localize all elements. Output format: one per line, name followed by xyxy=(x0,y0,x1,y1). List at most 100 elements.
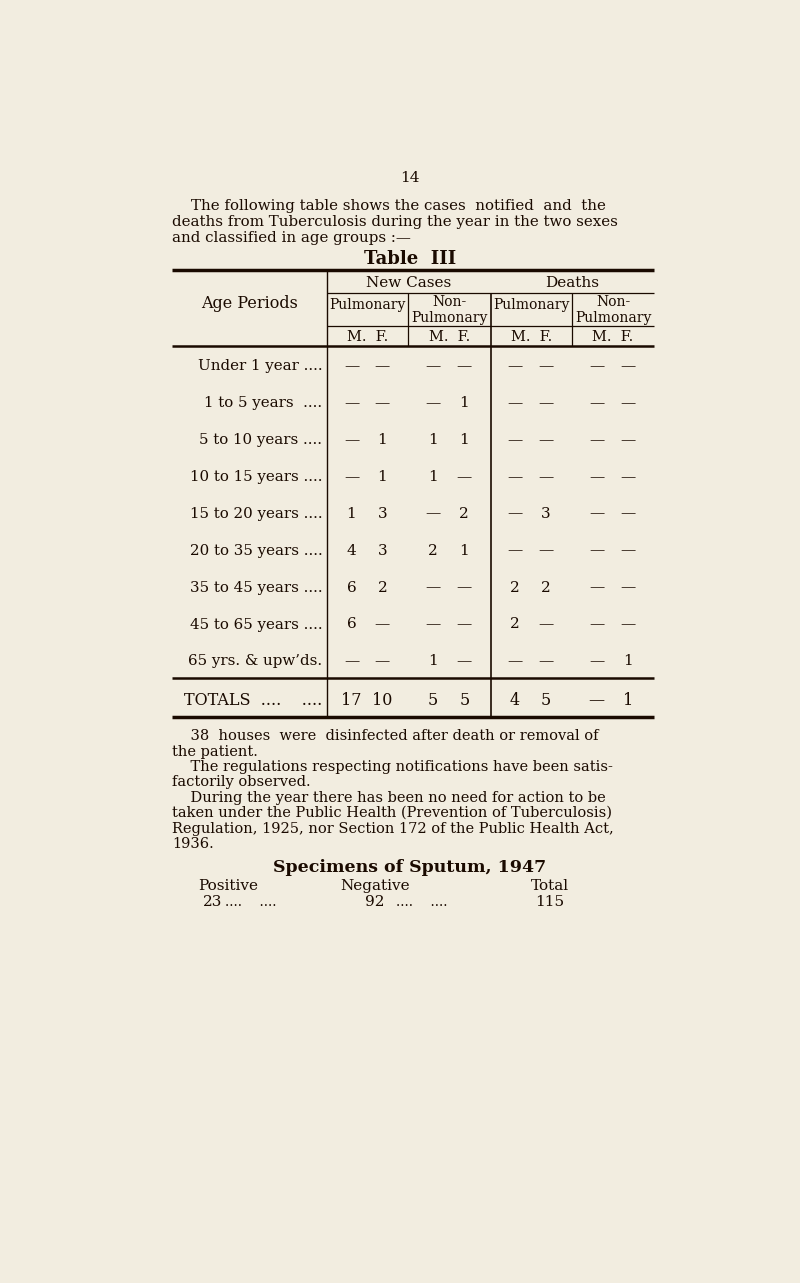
Text: 4: 4 xyxy=(346,544,356,558)
Text: 5: 5 xyxy=(428,693,438,709)
Text: —: — xyxy=(589,693,605,709)
Text: 15 to 20 years ....: 15 to 20 years .... xyxy=(190,507,322,521)
Text: —: — xyxy=(620,395,635,409)
Text: 5 to 10 years ....: 5 to 10 years .... xyxy=(199,432,322,446)
Text: 20 to 35 years ....: 20 to 35 years .... xyxy=(190,544,322,558)
Text: —: — xyxy=(620,507,635,521)
Text: Pulmonary: Pulmonary xyxy=(330,298,406,312)
Text: During the year there has been no need for action to be: During the year there has been no need f… xyxy=(172,790,606,804)
Text: —: — xyxy=(374,617,390,631)
Text: 1: 1 xyxy=(623,654,633,668)
Text: The regulations respecting notifications have been satis-: The regulations respecting notifications… xyxy=(172,760,613,774)
Text: —: — xyxy=(426,359,441,373)
Text: —: — xyxy=(344,654,359,668)
Text: —: — xyxy=(344,432,359,446)
Text: 45 to 65 years ....: 45 to 65 years .... xyxy=(190,617,322,631)
Text: 35 to 45 years ....: 35 to 45 years .... xyxy=(190,580,322,594)
Text: 1: 1 xyxy=(428,470,438,484)
Text: Table  III: Table III xyxy=(364,250,456,268)
Text: 17: 17 xyxy=(342,693,362,709)
Text: taken under the Public Health (Prevention of Tuberculosis): taken under the Public Health (Preventio… xyxy=(172,806,612,820)
Text: —: — xyxy=(507,507,522,521)
Text: Under 1 year ....: Under 1 year .... xyxy=(198,359,322,373)
Text: —: — xyxy=(426,395,441,409)
Text: 92: 92 xyxy=(366,896,385,910)
Text: 1 to 5 years  ....: 1 to 5 years .... xyxy=(204,395,322,409)
Text: 1: 1 xyxy=(459,395,469,409)
Text: —: — xyxy=(457,359,472,373)
Text: 2: 2 xyxy=(541,580,551,594)
Text: ....    ....: .... .... xyxy=(226,896,277,910)
Text: 3: 3 xyxy=(378,544,387,558)
Text: M.  F.: M. F. xyxy=(429,330,470,344)
Text: Total: Total xyxy=(530,879,569,893)
Text: —: — xyxy=(589,359,604,373)
Text: —: — xyxy=(457,580,472,594)
Text: —: — xyxy=(589,507,604,521)
Text: 1: 1 xyxy=(459,432,469,446)
Text: 38  houses  were  disinfected after death or removal of: 38 houses were disinfected after death o… xyxy=(172,729,598,743)
Text: 2: 2 xyxy=(378,580,387,594)
Text: 5: 5 xyxy=(541,693,551,709)
Text: —: — xyxy=(344,395,359,409)
Text: —: — xyxy=(620,580,635,594)
Text: 5: 5 xyxy=(459,693,470,709)
Text: 3: 3 xyxy=(378,507,387,521)
Text: 1: 1 xyxy=(428,654,438,668)
Text: The following table shows the cases  notified  and  the: The following table shows the cases noti… xyxy=(172,199,606,213)
Text: 3: 3 xyxy=(541,507,550,521)
Text: —: — xyxy=(507,544,522,558)
Text: Deaths: Deaths xyxy=(546,276,599,290)
Text: —: — xyxy=(589,544,604,558)
Text: TOTALS  ....    ....: TOTALS .... .... xyxy=(184,693,322,709)
Text: —: — xyxy=(538,544,554,558)
Text: —: — xyxy=(457,617,472,631)
Text: and classified in age groups :—: and classified in age groups :— xyxy=(172,231,411,245)
Text: —: — xyxy=(507,470,522,484)
Text: —: — xyxy=(589,617,604,631)
Text: —: — xyxy=(374,395,390,409)
Text: 10: 10 xyxy=(372,693,393,709)
Text: —: — xyxy=(457,470,472,484)
Text: —: — xyxy=(426,580,441,594)
Text: Regulation, 1925, nor Section 172 of the Public Health Act,: Regulation, 1925, nor Section 172 of the… xyxy=(172,821,614,835)
Text: —: — xyxy=(538,617,554,631)
Text: M.  F.: M. F. xyxy=(593,330,634,344)
Text: —: — xyxy=(589,395,604,409)
Text: —: — xyxy=(538,470,554,484)
Text: —: — xyxy=(344,470,359,484)
Text: —: — xyxy=(538,359,554,373)
Text: —: — xyxy=(589,580,604,594)
Text: Non-
Pulmonary: Non- Pulmonary xyxy=(411,295,488,325)
Text: 115: 115 xyxy=(535,896,564,910)
Text: M.  F.: M. F. xyxy=(510,330,552,344)
Text: —: — xyxy=(426,617,441,631)
Text: —: — xyxy=(620,359,635,373)
Text: 14: 14 xyxy=(400,171,420,185)
Text: —: — xyxy=(538,395,554,409)
Text: —: — xyxy=(620,544,635,558)
Text: 2: 2 xyxy=(428,544,438,558)
Text: —: — xyxy=(620,470,635,484)
Text: Pulmonary: Pulmonary xyxy=(493,298,570,312)
Text: 1: 1 xyxy=(346,507,356,521)
Text: —: — xyxy=(589,432,604,446)
Text: —: — xyxy=(589,654,604,668)
Text: 10 to 15 years ....: 10 to 15 years .... xyxy=(190,470,322,484)
Text: factorily observed.: factorily observed. xyxy=(172,775,310,789)
Text: —: — xyxy=(507,654,522,668)
Text: New Cases: New Cases xyxy=(366,276,451,290)
Text: Specimens of Sputum, 1947: Specimens of Sputum, 1947 xyxy=(274,858,546,875)
Text: 2: 2 xyxy=(510,580,520,594)
Text: —: — xyxy=(538,432,554,446)
Text: 1936.: 1936. xyxy=(172,837,214,851)
Text: Negative: Negative xyxy=(340,879,410,893)
Text: the patient.: the patient. xyxy=(172,744,258,758)
Text: 1: 1 xyxy=(622,693,633,709)
Text: 2: 2 xyxy=(510,617,520,631)
Text: —: — xyxy=(374,359,390,373)
Text: —: — xyxy=(507,359,522,373)
Text: 1: 1 xyxy=(459,544,469,558)
Text: —: — xyxy=(620,617,635,631)
Text: deaths from Tuberculosis during the year in the two sexes: deaths from Tuberculosis during the year… xyxy=(172,214,618,228)
